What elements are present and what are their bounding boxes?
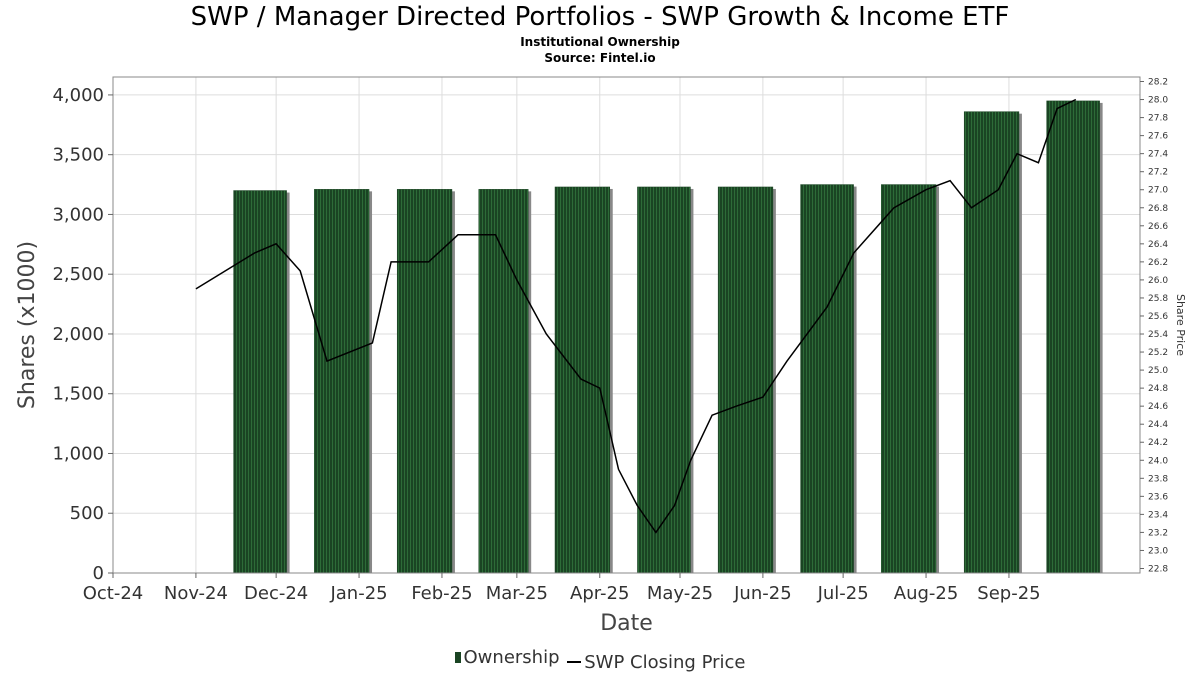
y2-tick-label: 27.8 bbox=[1148, 114, 1168, 124]
x-tick-label: Jun-25 bbox=[733, 583, 792, 604]
y2-axis-label: Share Price bbox=[1174, 294, 1187, 356]
y2-tick-label: 24.4 bbox=[1148, 420, 1168, 430]
y2-tick-label: 27.0 bbox=[1148, 186, 1168, 196]
y2-tick-label: 24.8 bbox=[1148, 384, 1168, 394]
legend-item-price: SWP Closing Price bbox=[567, 652, 745, 673]
y2-tick-label: 26.8 bbox=[1148, 204, 1168, 214]
y-tick-label: 0 bbox=[93, 563, 104, 584]
y2-tick-label: 26.4 bbox=[1148, 240, 1168, 250]
y-axis-ticks: 0 500 1,000 1,500 2,000 2,500 3,000 3,500 4,000 bbox=[52, 85, 113, 584]
ownership-bar bbox=[479, 189, 528, 573]
x-tick-label: Apr-25 bbox=[570, 583, 629, 604]
x-axis-label: Date bbox=[600, 611, 653, 636]
y-tick-label: 3,500 bbox=[52, 145, 104, 166]
x-tick-label: Jan-25 bbox=[329, 583, 387, 604]
y-tick-label: 3,000 bbox=[52, 204, 104, 225]
ownership-bar bbox=[397, 189, 452, 573]
y2-tick-label: 23.0 bbox=[1148, 546, 1168, 556]
y-tick-label: 1,000 bbox=[52, 443, 104, 464]
x-tick-label: Feb-25 bbox=[411, 583, 472, 604]
y2-axis-ticks: 22.8 23.0 23.2 23.4 23.6 23.8 24.0 24.2 24.4 24.6… bbox=[1140, 78, 1168, 575]
y2-tick-label: 22.8 bbox=[1148, 564, 1168, 574]
y2-tick-label: 27.6 bbox=[1148, 132, 1168, 142]
ownership-bar bbox=[637, 187, 690, 573]
y2-tick-label: 25.2 bbox=[1148, 348, 1168, 358]
ownership-bar bbox=[234, 191, 287, 573]
legend-item-ownership: Ownership bbox=[455, 647, 560, 668]
ownership-bar bbox=[801, 185, 854, 573]
ownership-chart: 05001,0001,5002,0002,5003,0003,5004,000 … bbox=[0, 0, 1200, 675]
y2-tick-label: 23.2 bbox=[1148, 528, 1168, 538]
ownership-bar bbox=[1047, 101, 1100, 573]
y2-tick-label: 26.2 bbox=[1148, 258, 1168, 268]
y2-tick-label: 28.2 bbox=[1148, 78, 1168, 88]
legend-ownership-label: Ownership bbox=[464, 647, 560, 668]
y2-tick-label: 28.0 bbox=[1148, 96, 1168, 106]
ownership-bar bbox=[314, 189, 369, 573]
y2-tick-label: 27.4 bbox=[1148, 150, 1168, 160]
y2-tick-label: 23.8 bbox=[1148, 474, 1168, 484]
ownership-bar bbox=[964, 112, 1019, 573]
x-axis-ticks: Oct-24 Nov-24 Dec-24 Jan-25 Feb-25 Mar-25 Apr-… bbox=[83, 573, 1041, 604]
ownership-bar bbox=[881, 185, 936, 573]
price-swatch bbox=[567, 661, 581, 663]
y2-tick-label: 24.6 bbox=[1148, 402, 1168, 412]
bars-layer bbox=[234, 101, 1103, 573]
x-tick-label: Oct-24 bbox=[83, 583, 144, 604]
y-tick-label: 4,000 bbox=[52, 85, 104, 106]
y2-tick-label: 26.6 bbox=[1148, 222, 1168, 232]
x-tick-label: Mar-25 bbox=[486, 583, 548, 604]
legend: Ownership SWP Closing Price bbox=[0, 647, 1200, 673]
y2-tick-label: 25.0 bbox=[1148, 366, 1168, 376]
y2-tick-label: 27.2 bbox=[1148, 168, 1168, 178]
y-tick-label: 2,500 bbox=[52, 264, 104, 285]
x-tick-label: Dec-24 bbox=[244, 583, 308, 604]
x-tick-label: May-25 bbox=[647, 583, 713, 604]
x-tick-label: Nov-24 bbox=[164, 583, 228, 604]
y2-tick-label: 24.0 bbox=[1148, 456, 1168, 466]
y-tick-label: 500 bbox=[70, 503, 104, 524]
y2-tick-label: 25.6 bbox=[1148, 312, 1168, 322]
y2-tick-label: 25.8 bbox=[1148, 294, 1168, 304]
y-tick-label: 2,000 bbox=[52, 324, 104, 345]
ownership-swatch bbox=[455, 652, 461, 663]
legend-price-label: SWP Closing Price bbox=[584, 652, 745, 673]
ownership-bar bbox=[718, 187, 773, 573]
x-tick-label: Jul-25 bbox=[817, 583, 869, 604]
x-tick-label: Sep-25 bbox=[977, 583, 1040, 604]
y-tick-label: 1,500 bbox=[52, 384, 104, 405]
y2-tick-label: 23.4 bbox=[1148, 510, 1168, 520]
y2-tick-label: 24.2 bbox=[1148, 438, 1168, 448]
y2-tick-label: 25.4 bbox=[1148, 330, 1168, 340]
y2-tick-label: 26.0 bbox=[1148, 276, 1168, 286]
y2-tick-label: 23.6 bbox=[1148, 492, 1168, 502]
y-axis-label: Shares (x1000) bbox=[15, 241, 40, 409]
x-tick-label: Aug-25 bbox=[894, 583, 959, 604]
